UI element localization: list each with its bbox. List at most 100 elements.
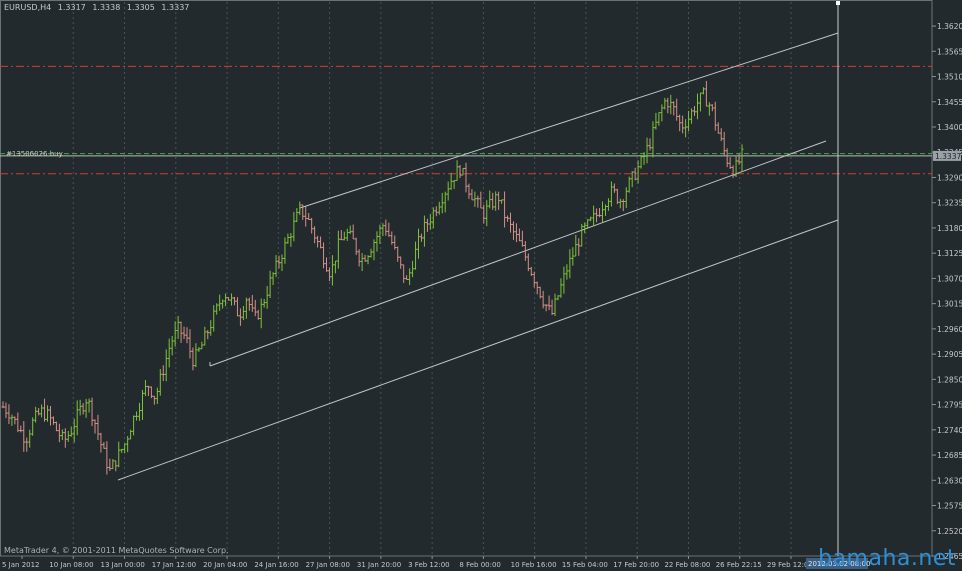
time-tick-label: 15 Feb 04:00 [562,561,608,569]
price-bar [384,219,388,236]
price-bar [621,199,625,212]
price-bar [182,326,186,340]
price-bar [69,426,73,437]
price-bar [529,266,533,276]
price-bar [520,230,524,247]
price-bar [10,414,14,426]
price-bar [81,403,85,415]
price-bar [636,160,640,184]
price-bar [203,326,207,346]
price-bar [701,87,705,95]
price-bar [126,436,130,453]
price-bar [295,208,299,223]
price-bar [618,198,622,209]
price-bar [345,228,349,241]
price-bar [360,253,364,272]
time-tick-label: 20 Jan 04:00 [203,561,247,569]
price-bar [731,165,735,178]
price-bar [725,148,729,168]
price-bar [378,224,382,244]
price-bar [188,329,192,359]
price-bar [704,80,708,107]
open-value: 1.3317 [57,3,86,12]
price-bar [511,221,515,240]
price-bar [532,271,536,288]
price-bar [102,441,106,449]
price-bar [488,190,492,209]
price-bar [669,94,673,115]
price-bar [200,341,204,350]
price-bar [235,297,239,317]
price-bar [645,137,649,164]
price-bar [363,254,367,262]
price-bar [601,201,605,223]
price-bar [143,380,147,397]
time-tick-label: 26 Feb 22:15 [716,561,762,569]
price-bar [369,248,373,258]
price-bar [111,459,115,470]
price-bar [603,204,607,216]
price-bar [244,297,248,319]
price-bar [292,211,296,242]
price-bar [28,429,32,448]
price-bar [99,432,103,453]
price-bar [565,264,569,280]
price-bar [51,416,55,425]
price-bar [185,327,189,344]
price-bar [642,152,646,165]
price-bar [503,191,507,228]
price-tick-label: 1.3235 [937,199,962,208]
price-bar [158,368,162,396]
price-bar [470,189,474,201]
price-bar [265,285,269,309]
price-bar [517,228,521,242]
price-bar [494,191,498,211]
price-bar [90,397,94,427]
price-tick-label: 1.2850 [937,375,962,384]
price-bar [84,398,88,418]
price-bar [339,229,343,241]
price-bar [491,192,495,210]
time-tick-label: 29 Feb 12:00 [767,561,813,569]
price-bar [253,299,257,317]
price-bar [19,425,23,433]
price-bar [46,405,50,422]
price-bar [405,275,409,281]
price-bar [553,293,557,317]
price-bar [422,215,426,247]
price-bar [568,249,572,279]
price-bar [695,93,699,120]
price-bar [452,180,456,189]
price-bar [63,428,67,448]
price-bar [259,298,263,329]
price-tick-label: 1.3455 [937,98,962,107]
price-bar [108,458,112,471]
price-bar [1,401,5,409]
price-bar [648,138,652,151]
price-bar [298,201,302,216]
price-tick-label: 1.2575 [937,502,962,511]
price-bar [34,406,38,423]
price-bar [149,386,153,399]
price-tick-label: 1.3290 [937,173,962,182]
price-bar [690,108,694,124]
equidistant-channel[interactable] [117,32,839,481]
copyright-text: MetaTrader 4, © 2001-2011 MetaQuotes Sof… [4,546,229,555]
price-bar [500,199,504,204]
price-bar [606,198,610,211]
price-bar [209,320,213,336]
price-bar [262,299,266,308]
price-bar [425,218,429,232]
price-bar [25,437,29,452]
price-bar [289,232,293,247]
time-axis: 5 Jan 2012 10 Jan 08:00 13 Jan 00:00 17 Jan… [2,556,813,569]
price-bar [595,208,599,223]
price-bar [54,421,58,432]
price-bar [120,448,124,453]
order-label[interactable]: #13506026 buy [6,150,63,158]
channel-upper-line [299,32,839,209]
price-bar [324,257,328,272]
